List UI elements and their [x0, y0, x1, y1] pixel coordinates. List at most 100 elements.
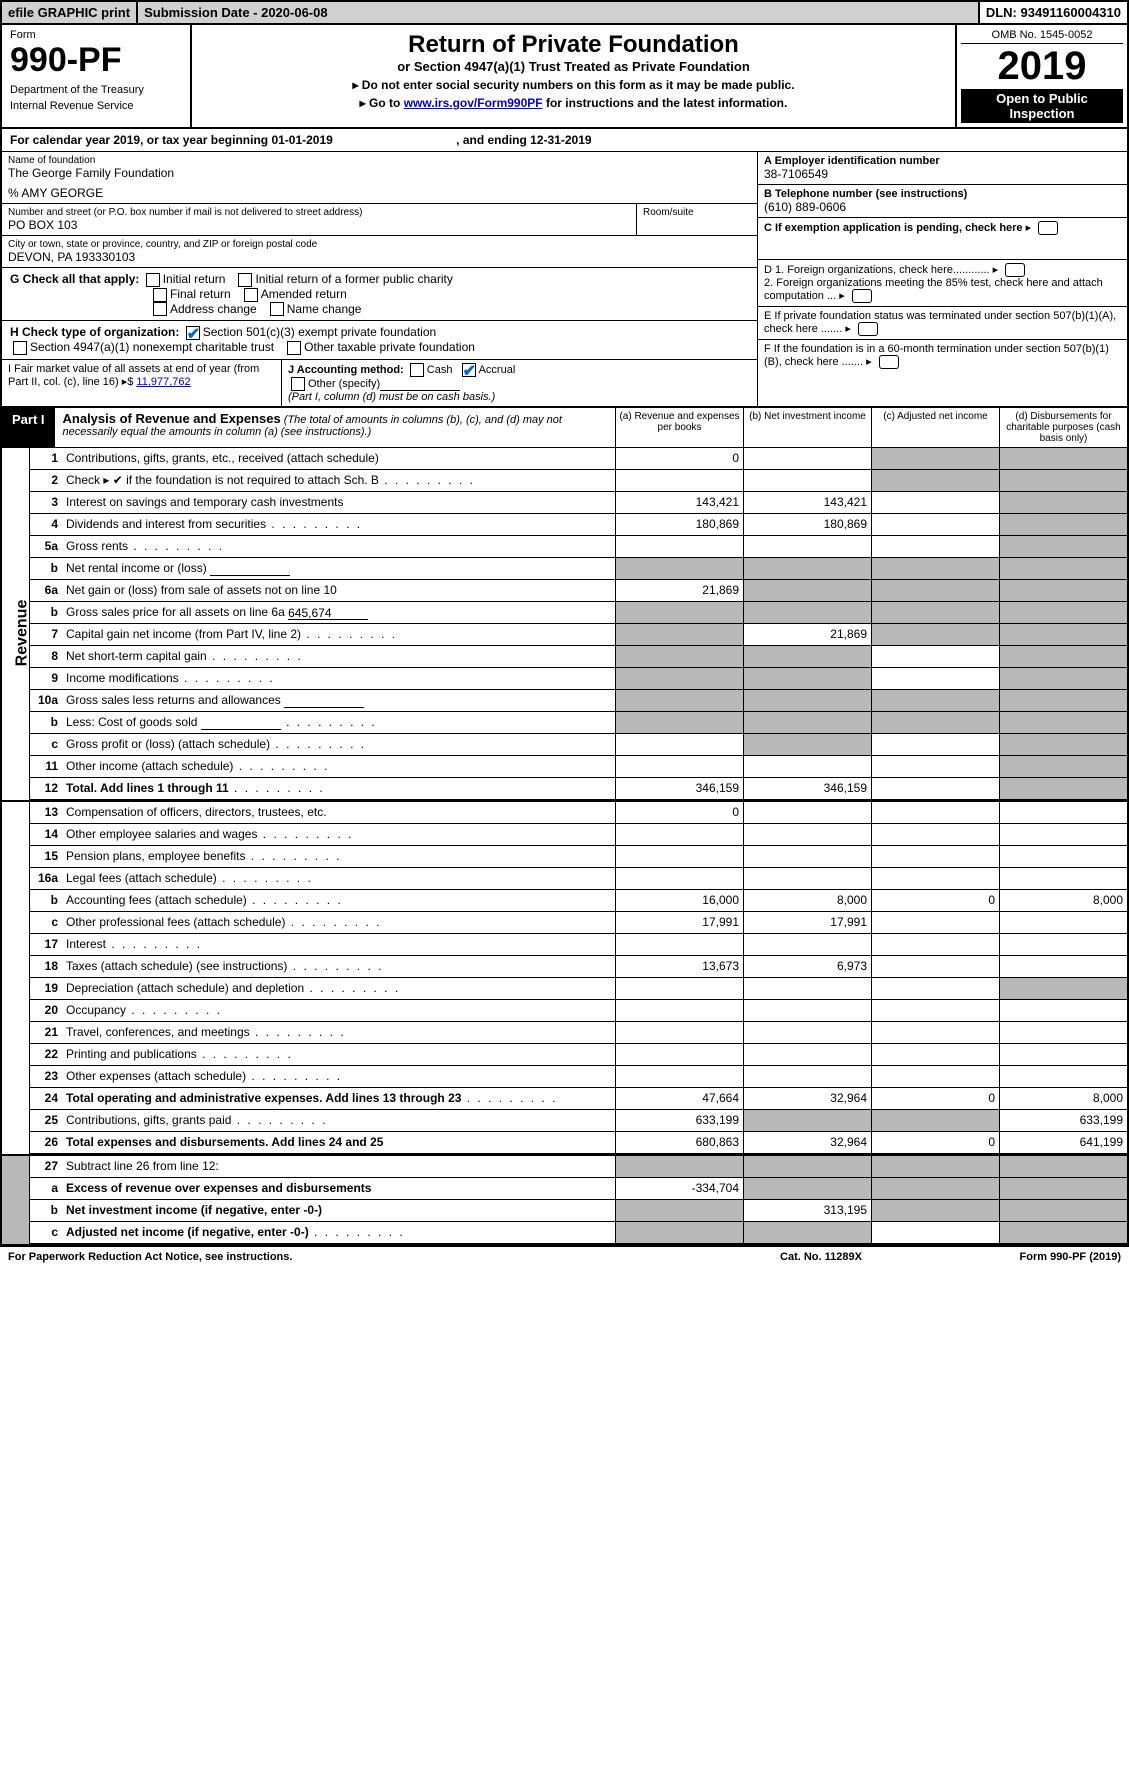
footer: For Paperwork Reduction Act Notice, see …	[0, 1246, 1129, 1267]
efile-label[interactable]: efile GRAPHIC print	[2, 2, 138, 23]
amt-shaded	[871, 624, 999, 645]
amt-shaded	[615, 1222, 743, 1243]
table-row: 12Total. Add lines 1 through 11346,15934…	[30, 778, 1127, 800]
j-label: J Accounting method:	[288, 364, 404, 376]
summary-label	[2, 1156, 30, 1244]
address-change-checkbox[interactable]	[153, 302, 167, 316]
amt-cell: 17,991	[743, 912, 871, 933]
amt-shaded	[615, 1200, 743, 1221]
amt-shaded	[999, 712, 1127, 733]
accrual-checkbox[interactable]	[462, 363, 476, 377]
revenue-text: Revenue	[13, 600, 31, 667]
col-c-hdr: (c) Adjusted net income	[871, 408, 999, 447]
amt-shaded	[743, 712, 871, 733]
row-num: b	[30, 558, 62, 579]
amended-checkbox[interactable]	[244, 288, 258, 302]
cal-end: , and ending 12-31-2019	[456, 133, 591, 147]
row-num: c	[30, 912, 62, 933]
a-label: A Employer identification number	[764, 155, 940, 167]
amt-cell: 21,869	[615, 580, 743, 601]
amt-shaded	[615, 558, 743, 579]
other-specify-input[interactable]	[380, 377, 460, 391]
amt-shaded	[999, 624, 1127, 645]
table-row: cGross profit or (loss) (attach schedule…	[30, 734, 1127, 756]
amt-cell	[615, 1000, 743, 1021]
final-return-checkbox[interactable]	[153, 288, 167, 302]
name-change-checkbox[interactable]	[270, 302, 284, 316]
amt-cell	[871, 734, 999, 755]
top-bar: efile GRAPHIC print Submission Date - 20…	[2, 2, 1127, 25]
amt-shaded	[615, 690, 743, 711]
row-num: c	[30, 1222, 62, 1243]
table-row: 3Interest on savings and temporary cash …	[30, 492, 1127, 514]
d1-checkbox[interactable]	[1005, 263, 1025, 277]
addr-row: Number and street (or P.O. box number if…	[2, 204, 757, 236]
amt-shaded	[743, 580, 871, 601]
row-desc: Contributions, gifts, grants paid	[62, 1110, 615, 1131]
revenue-section: Revenue 1Contributions, gifts, grants, e…	[2, 448, 1127, 800]
amt-cell: 0	[615, 448, 743, 469]
d1-label: D 1. Foreign organizations, check here..…	[764, 264, 990, 276]
amt-shaded	[999, 1200, 1127, 1221]
other-method-checkbox[interactable]	[291, 377, 305, 391]
summary-rows: 27Subtract line 26 from line 12:aExcess …	[30, 1156, 1127, 1244]
row-num: b	[30, 890, 62, 911]
fmv-value[interactable]: 11,977,762	[136, 376, 190, 388]
4947-checkbox[interactable]	[13, 341, 27, 355]
initial-former-checkbox[interactable]	[238, 273, 252, 287]
f-checkbox[interactable]	[879, 355, 899, 369]
amt-cell	[871, 846, 999, 867]
amt-cell	[743, 978, 871, 999]
row-num: 26	[30, 1132, 62, 1153]
amt-cell	[871, 1066, 999, 1087]
amt-shaded	[999, 668, 1127, 689]
row-num: 7	[30, 624, 62, 645]
initial-return-checkbox[interactable]	[146, 273, 160, 287]
form-link[interactable]: www.irs.gov/Form990PF	[404, 96, 543, 110]
cash-checkbox[interactable]	[410, 363, 424, 377]
inline-field[interactable]	[201, 716, 281, 730]
amt-shaded	[999, 536, 1127, 557]
inline-field[interactable]	[284, 694, 364, 708]
amt-shaded	[871, 602, 999, 623]
501c3-checkbox[interactable]	[186, 326, 200, 340]
irs: Internal Revenue Service	[10, 100, 182, 112]
amt-cell	[871, 912, 999, 933]
amt-cell	[615, 868, 743, 889]
table-row: 15Pension plans, employee benefits	[30, 846, 1127, 868]
inline-field[interactable]: 645,674	[288, 606, 368, 620]
amt-cell: 143,421	[743, 492, 871, 513]
amt-shaded	[615, 646, 743, 667]
amt-cell: 346,159	[615, 778, 743, 799]
amt-shaded	[999, 558, 1127, 579]
row-desc: Compensation of officers, directors, tru…	[62, 802, 615, 823]
amt-shaded	[871, 448, 999, 469]
row-desc: Other expenses (attach schedule)	[62, 1066, 615, 1087]
inspection-badge: Open to Public Inspection	[961, 89, 1123, 123]
note2: ▸ Go to www.irs.gov/Form990PF for instru…	[198, 96, 949, 110]
row-desc: Net investment income (if negative, ente…	[62, 1200, 615, 1221]
row-num: 8	[30, 646, 62, 667]
part1-header: Part I Analysis of Revenue and Expenses …	[2, 408, 1127, 448]
table-row: 19Depreciation (attach schedule) and dep…	[30, 978, 1127, 1000]
amt-shaded	[743, 668, 871, 689]
table-row: 26Total expenses and disbursements. Add …	[30, 1132, 1127, 1154]
c-checkbox[interactable]	[1038, 221, 1058, 235]
c-label: C If exemption application is pending, c…	[764, 222, 1023, 234]
e-checkbox[interactable]	[858, 322, 878, 336]
footer-mid: Cat. No. 11289X	[721, 1251, 921, 1263]
amt-shaded	[615, 624, 743, 645]
j-cash: Cash	[427, 364, 453, 376]
amt-cell	[743, 470, 871, 491]
amt-cell	[615, 1044, 743, 1065]
table-row: 7Capital gain net income (from Part IV, …	[30, 624, 1127, 646]
revenue-label: Revenue	[2, 448, 30, 800]
amt-cell: 8,000	[743, 890, 871, 911]
amt-shaded	[999, 778, 1127, 799]
amt-cell	[999, 802, 1127, 823]
d2-checkbox[interactable]	[852, 289, 872, 303]
amt-cell: 32,964	[743, 1132, 871, 1153]
inline-field[interactable]	[210, 562, 290, 576]
table-row: 8Net short-term capital gain	[30, 646, 1127, 668]
other-taxable-checkbox[interactable]	[287, 341, 301, 355]
